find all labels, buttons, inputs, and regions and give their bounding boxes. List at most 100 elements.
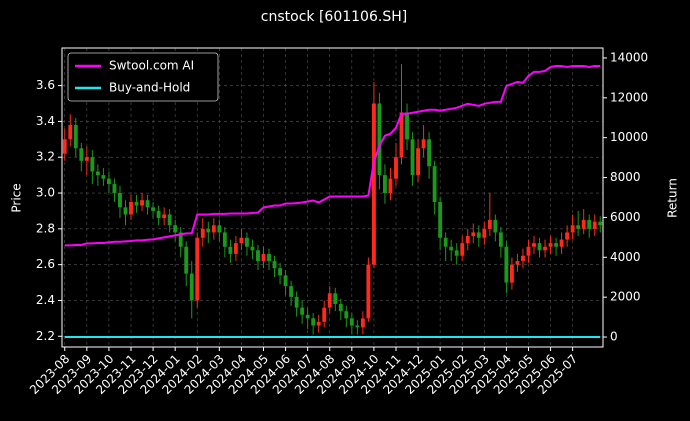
chart-title: cnstock [601106.SH] (261, 9, 407, 25)
y2-tick-label: 12000 (610, 90, 648, 104)
candle-body (355, 325, 360, 328)
candle-body (305, 314, 310, 319)
candle-body (106, 178, 111, 185)
candle-body (427, 139, 432, 167)
y-tick-label: 2.2 (36, 329, 55, 343)
candle-body (598, 221, 603, 226)
candle-body (95, 171, 100, 176)
candle-body (460, 243, 465, 256)
candle-body (498, 232, 503, 247)
candle-body (283, 275, 288, 287)
y-tick-label: 2.4 (36, 293, 55, 307)
candle-body (206, 228, 211, 233)
y2-tick-label: 0 (610, 330, 618, 344)
candle-body (360, 318, 365, 328)
y2-tick-label: 8000 (610, 170, 641, 184)
plot-frame (61, 47, 604, 348)
y-tick-label: 3.6 (36, 78, 55, 92)
candle-body (316, 321, 321, 326)
candle-body (504, 246, 509, 283)
candle-body (239, 237, 244, 244)
candle-body (410, 139, 415, 176)
candle-body (245, 237, 249, 247)
y2-tick-label: 4000 (610, 250, 641, 264)
candle-body (570, 225, 575, 233)
y2-tick-label: 2000 (610, 290, 641, 304)
y-tick-label: 3.0 (36, 186, 55, 200)
candle-body (509, 264, 514, 283)
candle-body (200, 228, 205, 238)
y-tick-label: 3.2 (36, 150, 55, 164)
legend-label: Swtool.com AI (109, 59, 194, 73)
candle-body (526, 246, 531, 256)
candle-body (371, 103, 376, 265)
candle-body (129, 201, 133, 215)
candle-body (471, 232, 476, 236)
candle-body (421, 139, 426, 149)
candle-body (278, 268, 282, 276)
candle-body (151, 207, 156, 211)
candle-body (184, 246, 189, 274)
candle-body (272, 261, 277, 269)
line-series (64, 64, 601, 247)
candle-body (581, 219, 586, 229)
candle-body (349, 318, 354, 326)
candle-body (79, 148, 84, 161)
candle-body (228, 246, 233, 254)
candle-body (554, 243, 559, 247)
candle-body (250, 246, 255, 251)
candle-body (261, 253, 266, 262)
candle-body (217, 225, 222, 233)
candle-body (167, 214, 172, 226)
candle-body (443, 237, 448, 247)
candle-body (515, 261, 520, 265)
y-tick-label: 3.4 (36, 114, 55, 128)
candle-body (289, 286, 294, 297)
candle-body (532, 243, 536, 247)
candle-body (548, 243, 553, 247)
candle-body (62, 139, 67, 154)
y2-tick-label: 14000 (610, 50, 648, 64)
candle-body (493, 219, 498, 233)
candle-body (90, 157, 95, 172)
candle-body (267, 253, 271, 262)
candle-body (311, 318, 316, 326)
candle-body (134, 201, 139, 206)
candle-body (322, 307, 327, 322)
candle-body (559, 239, 564, 247)
candle-body (156, 210, 161, 219)
candle-body (394, 157, 398, 179)
candle-body (449, 246, 454, 251)
candle-body (565, 232, 570, 240)
candle-body (576, 225, 581, 229)
candle-body (476, 232, 481, 238)
candle-body (521, 255, 525, 262)
candle-body (383, 175, 387, 194)
candle-body (294, 296, 299, 308)
candle-body (189, 273, 194, 301)
candle-body (256, 250, 260, 262)
candle-body (333, 293, 338, 305)
candle-body (465, 235, 470, 244)
candle-body (377, 103, 382, 176)
candle-body (101, 175, 106, 179)
candle-body (162, 214, 167, 219)
candle-body (222, 232, 227, 247)
candle-body (233, 243, 238, 254)
y-tick-label: 2.6 (36, 257, 55, 271)
candle-body (195, 237, 200, 301)
candle-body (543, 246, 547, 251)
candle-body (327, 293, 332, 308)
candle-body (145, 200, 150, 208)
y2-axis-label: Return (666, 178, 680, 218)
candle-body (405, 112, 409, 140)
y2-tick-label: 10000 (610, 130, 648, 144)
candle-body (300, 307, 305, 315)
candle-body (68, 124, 73, 140)
candle-body (344, 311, 349, 319)
candle-body (432, 166, 437, 202)
candle-body (537, 243, 542, 251)
candle-body (587, 219, 592, 229)
y2-tick-label: 6000 (610, 210, 641, 224)
candle-body (454, 250, 459, 256)
